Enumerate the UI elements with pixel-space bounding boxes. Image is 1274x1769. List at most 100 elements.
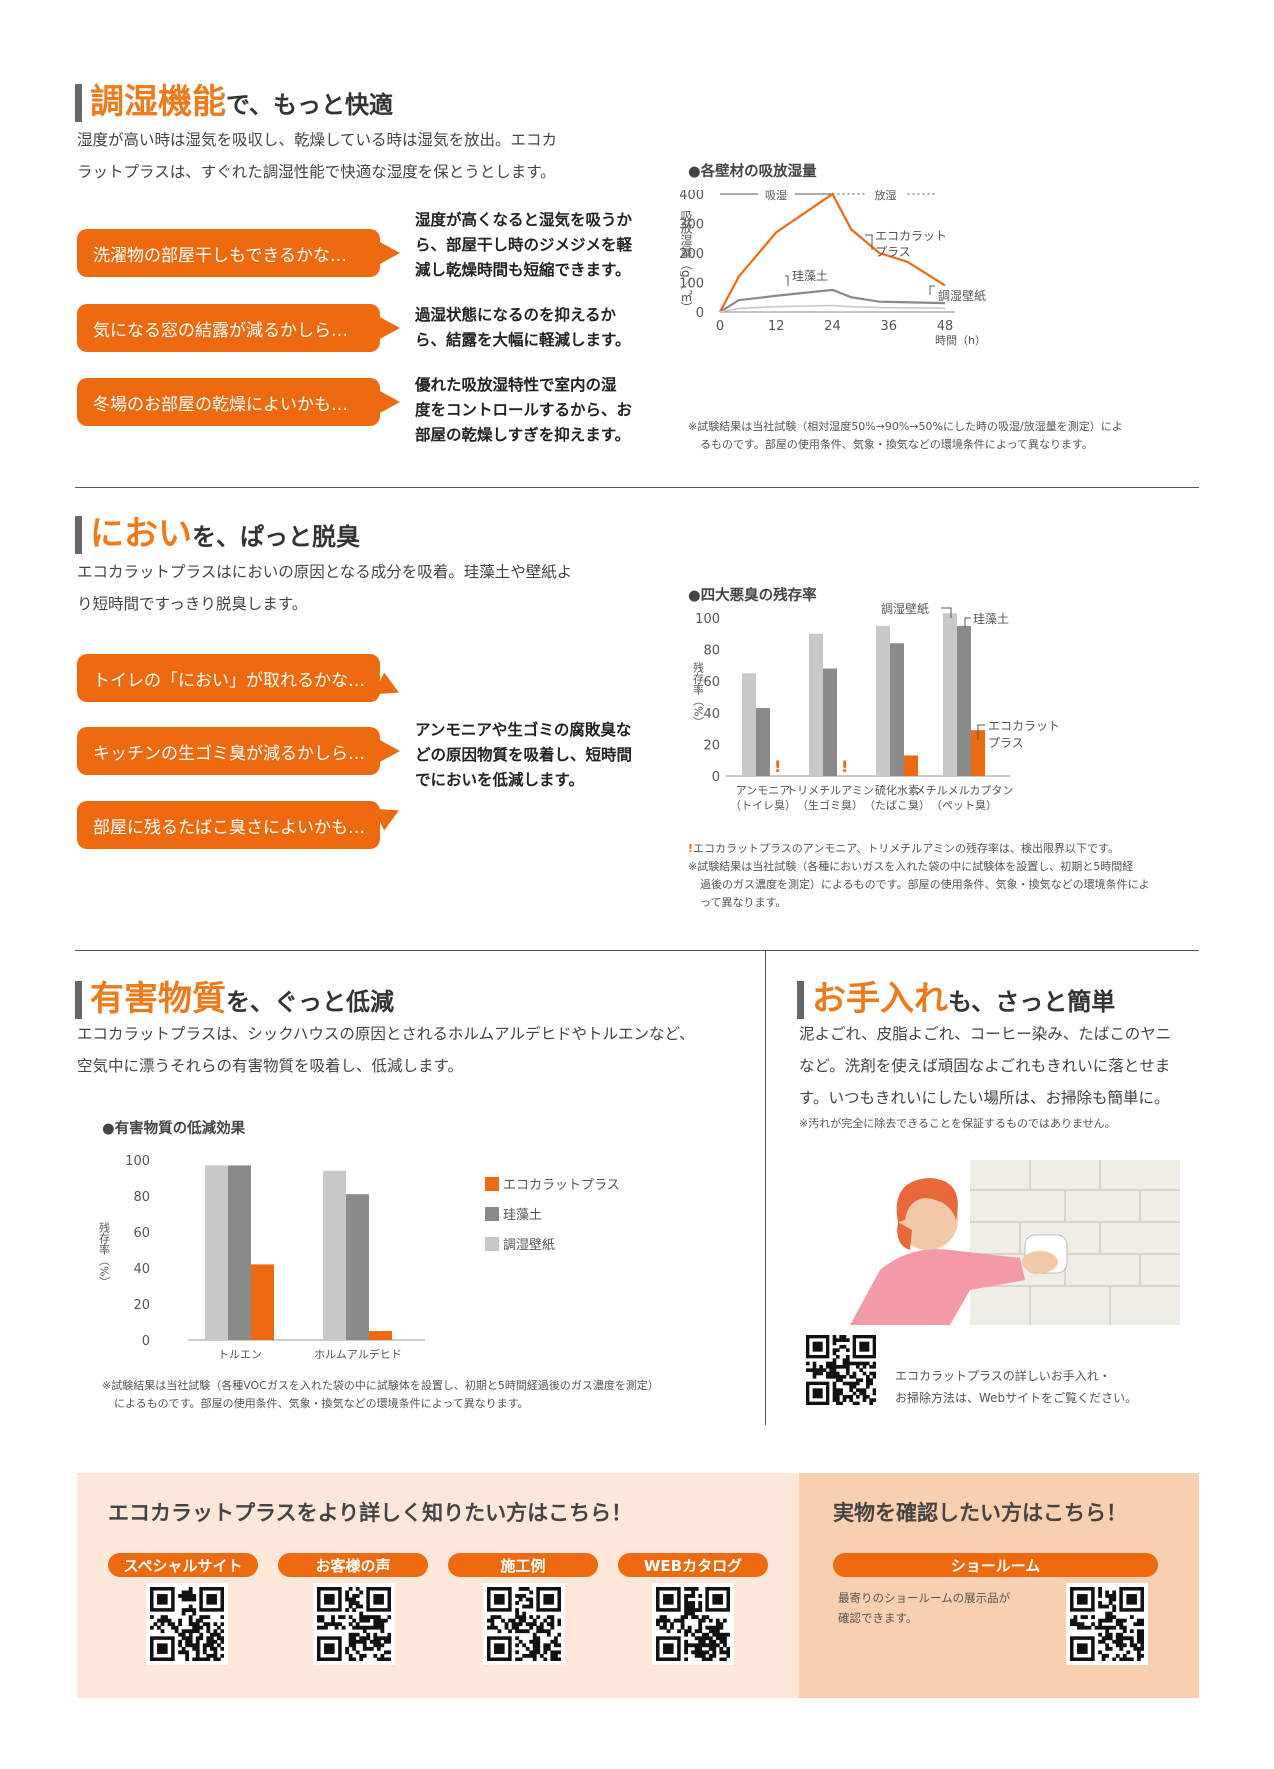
qr-module bbox=[1098, 1590, 1103, 1595]
qr-module bbox=[1098, 1594, 1103, 1598]
qr-module bbox=[164, 1618, 168, 1623]
qr-module bbox=[1136, 1639, 1141, 1644]
qr-module bbox=[698, 1643, 703, 1648]
qr-module bbox=[866, 1381, 870, 1386]
qr-finder-core bbox=[1126, 1594, 1137, 1605]
qr-module bbox=[199, 1615, 204, 1620]
qr-module bbox=[511, 1618, 516, 1623]
qr-module bbox=[543, 1657, 548, 1661]
qr-module bbox=[663, 1625, 667, 1630]
qr-module bbox=[1140, 1636, 1144, 1641]
leader-line bbox=[929, 285, 935, 295]
bubble-dryness: 冬場のお部屋の乾燥によいかも… bbox=[77, 378, 400, 426]
qr-module bbox=[188, 1636, 193, 1641]
qr-module bbox=[680, 1625, 685, 1630]
below-detection-marker: ! bbox=[774, 757, 781, 776]
qr-module bbox=[666, 1629, 671, 1634]
qr-module bbox=[366, 1646, 371, 1651]
qr-module bbox=[174, 1629, 179, 1634]
qr-module bbox=[192, 1643, 197, 1648]
qr-module bbox=[719, 1622, 724, 1627]
qr-finder-core bbox=[494, 1643, 505, 1654]
qr-module bbox=[698, 1639, 703, 1644]
qr-module bbox=[694, 1629, 699, 1634]
qr-module bbox=[1108, 1625, 1113, 1630]
qr-module bbox=[708, 1639, 713, 1644]
qr-module bbox=[722, 1632, 727, 1637]
special-site-qr[interactable] bbox=[146, 1583, 228, 1665]
showroom-link[interactable]: ショールーム bbox=[833, 1553, 1158, 1577]
qr-module bbox=[317, 1615, 321, 1620]
qr-module bbox=[866, 1395, 870, 1399]
qr-module bbox=[1108, 1594, 1113, 1598]
bubble-text: 洗濯物の部屋干しもできるかな… bbox=[93, 245, 347, 266]
qr-module bbox=[869, 1371, 873, 1376]
qr-module bbox=[515, 1650, 520, 1655]
qr-module bbox=[722, 1650, 727, 1655]
qr-module bbox=[1080, 1615, 1085, 1620]
qr-module bbox=[202, 1643, 207, 1648]
customer-voice-link[interactable]: お客様の声 bbox=[278, 1553, 428, 1577]
qr-module bbox=[341, 1625, 346, 1630]
qr-module bbox=[726, 1653, 730, 1658]
qr-module bbox=[684, 1597, 689, 1602]
qr-module bbox=[164, 1615, 168, 1620]
series-label-keisodo: 珪藻土 bbox=[792, 269, 828, 283]
qr-module bbox=[712, 1643, 717, 1648]
qr-module bbox=[522, 1629, 527, 1634]
web-catalog-link[interactable]: WEBカタログ bbox=[618, 1553, 768, 1577]
examples-link[interactable]: 施工例 bbox=[448, 1553, 598, 1577]
qr-module bbox=[494, 1625, 498, 1630]
qr-module bbox=[366, 1615, 371, 1620]
showroom-qr[interactable] bbox=[1066, 1583, 1148, 1665]
qr-module bbox=[852, 1381, 857, 1386]
special-site-link[interactable]: スペシャルサイト bbox=[108, 1553, 258, 1577]
qr-module bbox=[532, 1632, 537, 1637]
qr-module bbox=[383, 1636, 388, 1641]
qr-module bbox=[715, 1636, 720, 1641]
qr-module bbox=[536, 1639, 541, 1644]
qr-module bbox=[846, 1365, 850, 1369]
qr-module bbox=[209, 1653, 214, 1658]
qr-finder-core bbox=[812, 1341, 823, 1352]
qr-module bbox=[684, 1611, 689, 1616]
qr-module bbox=[872, 1375, 876, 1379]
series-line bbox=[719, 304, 946, 313]
qr-module bbox=[348, 1587, 353, 1591]
qr-module bbox=[515, 1643, 520, 1648]
qr-module bbox=[536, 1629, 541, 1634]
legend-swatch bbox=[485, 1207, 499, 1221]
qr-module bbox=[694, 1587, 699, 1591]
qr-module bbox=[701, 1653, 706, 1658]
title-main: 調湿機能 bbox=[90, 82, 226, 122]
qr-module bbox=[380, 1643, 385, 1648]
qr-module bbox=[666, 1618, 671, 1623]
qr-module bbox=[557, 1618, 561, 1623]
bar bbox=[369, 1331, 392, 1340]
care-qr-code[interactable] bbox=[806, 1335, 876, 1405]
category-label: メチルメルカプタン bbox=[915, 784, 1014, 797]
qr-module bbox=[525, 1646, 530, 1651]
qr-module bbox=[832, 1375, 837, 1379]
examples-qr[interactable] bbox=[483, 1583, 565, 1665]
qr-module bbox=[529, 1650, 534, 1655]
bubble-text: 気になる窓の結露が減るかしら… bbox=[93, 320, 348, 341]
qr-module bbox=[726, 1650, 730, 1655]
customer-voice-qr[interactable] bbox=[313, 1583, 395, 1665]
qr-module bbox=[694, 1636, 699, 1641]
qr-module bbox=[1108, 1636, 1113, 1641]
qr-module bbox=[698, 1604, 703, 1609]
y-tick-label: 80 bbox=[703, 644, 720, 659]
qr-module bbox=[220, 1629, 224, 1634]
qr-module bbox=[826, 1371, 830, 1376]
qr-module bbox=[1077, 1625, 1081, 1630]
web-catalog-qr[interactable] bbox=[652, 1583, 734, 1665]
qr-module bbox=[832, 1351, 837, 1356]
qr-module bbox=[529, 1625, 534, 1630]
qr-module bbox=[195, 1625, 200, 1630]
section-care-title: お手入れ も、さっと簡単 bbox=[797, 975, 1115, 1019]
qr-module bbox=[862, 1361, 867, 1366]
qr-module bbox=[518, 1618, 523, 1623]
qr-module bbox=[1129, 1657, 1134, 1661]
qr-module bbox=[216, 1636, 221, 1641]
